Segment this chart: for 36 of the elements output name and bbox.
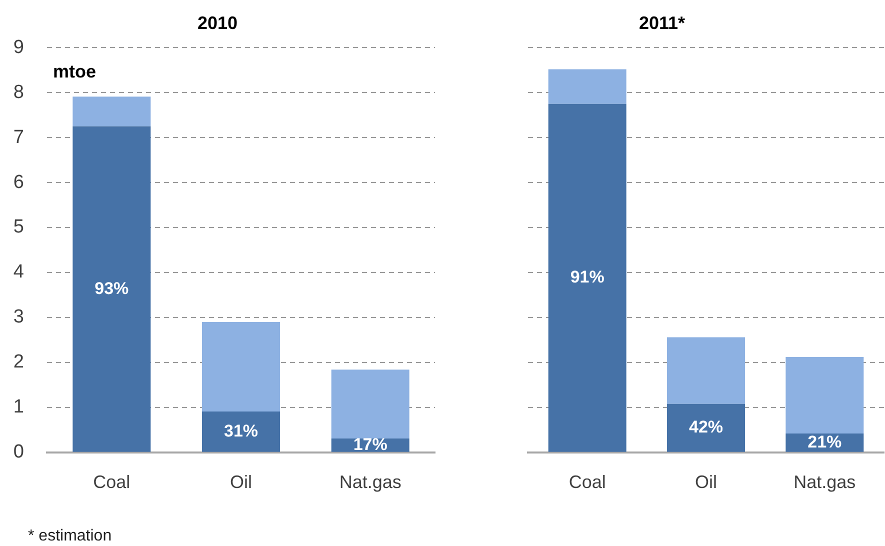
x-tick-label: Coal xyxy=(568,472,606,492)
annotation: 93% xyxy=(94,278,129,298)
bar xyxy=(548,104,626,452)
x-tick-label: Nat.gas xyxy=(794,472,856,492)
bar xyxy=(667,337,745,404)
bar xyxy=(72,96,151,126)
bar xyxy=(331,370,410,438)
annotation: 21% xyxy=(808,432,842,452)
y-tick-label: 7 xyxy=(13,126,24,148)
y-axis-title: mtoe xyxy=(53,62,96,82)
y-tick-label: 4 xyxy=(13,262,24,283)
annotation: 31% xyxy=(224,421,258,440)
bar xyxy=(72,126,151,452)
y-tick-label: 6 xyxy=(13,172,24,193)
x-tick-label: Oil xyxy=(230,472,252,492)
y-tick-label: 2 xyxy=(13,352,24,373)
annotation: 91% xyxy=(570,268,604,287)
x-tick-label: Coal xyxy=(93,472,130,492)
y-tick-label: 0 xyxy=(13,442,24,463)
x-tick-label: Nat.gas xyxy=(339,472,402,492)
chart-title: 2010 xyxy=(197,12,238,33)
annotation: 42% xyxy=(688,418,724,437)
y-tick-label: 8 xyxy=(13,82,24,103)
bar xyxy=(202,322,280,412)
bar xyxy=(667,404,745,452)
x-tick-label: Oil xyxy=(695,472,717,492)
bar xyxy=(548,69,626,104)
y-tick-label: 3 xyxy=(13,306,24,328)
bar xyxy=(202,411,280,452)
y-tick-label: 9 xyxy=(13,36,24,58)
y-tick-label: 1 xyxy=(13,396,24,418)
annotation: 17% xyxy=(353,434,388,454)
text: * estimation xyxy=(28,527,112,544)
y-tick-label: 5 xyxy=(13,216,24,238)
bar xyxy=(786,357,864,434)
chart-title: 2011* xyxy=(638,12,686,33)
